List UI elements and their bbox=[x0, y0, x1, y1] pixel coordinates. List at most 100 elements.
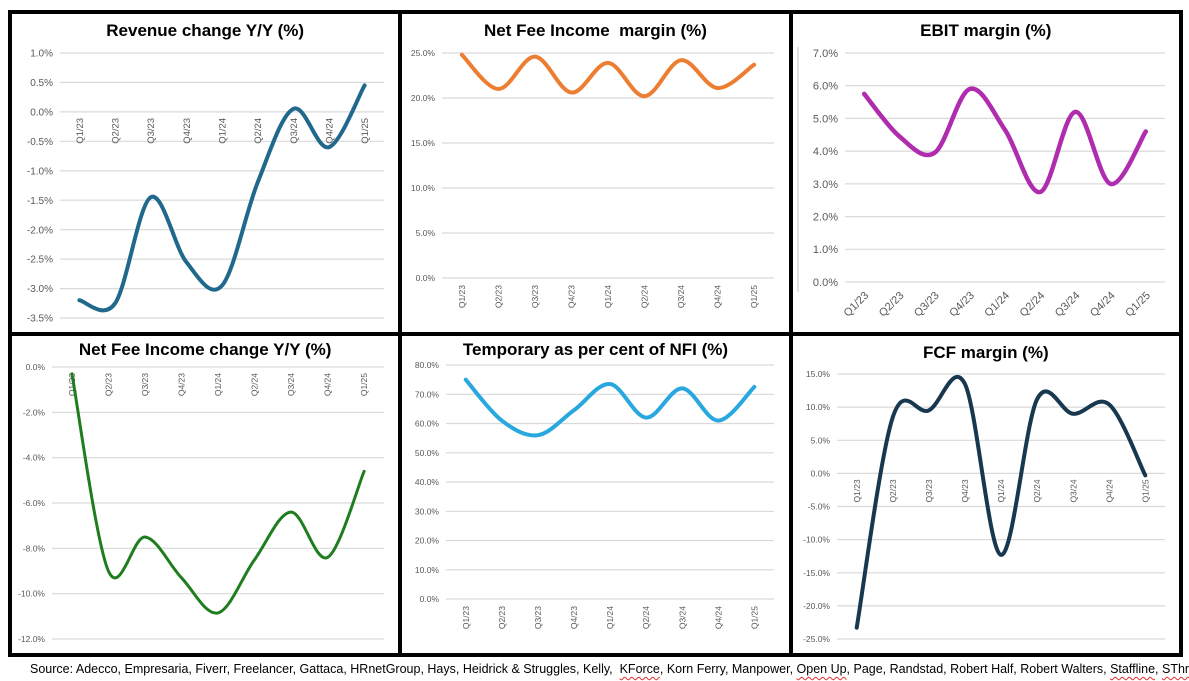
svg-text:0.0%: 0.0% bbox=[30, 107, 53, 118]
svg-text:6.0%: 6.0% bbox=[813, 80, 838, 92]
chart-title: Revenue change Y/Y (%) bbox=[106, 21, 305, 40]
svg-text:Q1/23: Q1/23 bbox=[461, 606, 471, 629]
svg-text:10.0%: 10.0% bbox=[411, 183, 436, 193]
svg-text:Q4/24: Q4/24 bbox=[1104, 479, 1114, 502]
svg-text:Q3/24: Q3/24 bbox=[1068, 479, 1078, 502]
svg-text:80.0%: 80.0% bbox=[415, 360, 440, 370]
nfi-margin-chart: 25.0% 20.0% 15.0% 10.0% 5.0% 0.0% Q1/23 Q2/23 Q3… bbox=[402, 41, 788, 332]
svg-text:Q3/24: Q3/24 bbox=[677, 284, 687, 307]
chart-title: Net Fee Income change Y/Y (%) bbox=[78, 339, 332, 359]
svg-text:-1.5%: -1.5% bbox=[27, 195, 53, 206]
svg-text:25.0%: 25.0% bbox=[411, 48, 436, 58]
svg-text:Q4/23: Q4/23 bbox=[569, 606, 579, 629]
svg-text:0.0%: 0.0% bbox=[810, 468, 830, 478]
svg-text:Q4/23: Q4/23 bbox=[567, 284, 577, 307]
svg-text:Q3/23: Q3/23 bbox=[140, 373, 150, 396]
svg-text:-2.0%: -2.0% bbox=[27, 225, 53, 236]
svg-text:-25.0%: -25.0% bbox=[803, 634, 830, 644]
svg-text:-3.0%: -3.0% bbox=[27, 284, 53, 295]
chart-panel-temp-pct-nfi: Temporary as per cent of NFI (%) 80.0% 70… bbox=[402, 335, 789, 653]
svg-text:Q1/25: Q1/25 bbox=[750, 284, 760, 307]
svg-text:5.0%: 5.0% bbox=[810, 435, 830, 445]
svg-text:Q1/24: Q1/24 bbox=[603, 284, 613, 307]
source-note: Source: Adecco, Empresaria, Fiverr, Free… bbox=[0, 657, 1189, 676]
svg-text:Q2/24: Q2/24 bbox=[642, 606, 652, 629]
svg-text:0.0%: 0.0% bbox=[813, 277, 838, 289]
svg-text:Q3/23: Q3/23 bbox=[924, 479, 934, 502]
chart-grid: Revenue change Y/Y (%) 1.0% 0.5% 0.0% -0.5%… bbox=[8, 10, 1183, 657]
svg-text:Q4/23: Q4/23 bbox=[947, 289, 977, 319]
temp-pct-nfi-chart: 80.0% 70.0% 60.0% 50.0% 40.0% 30.0% 20.0% 10.0%… bbox=[402, 359, 788, 653]
svg-text:Q3/23: Q3/23 bbox=[530, 284, 540, 307]
svg-text:Q1/23: Q1/23 bbox=[851, 479, 861, 502]
svg-text:Q1/25: Q1/25 bbox=[1140, 479, 1150, 502]
svg-text:15.0%: 15.0% bbox=[411, 138, 436, 148]
svg-text:3.0%: 3.0% bbox=[813, 178, 838, 190]
svg-text:Q2/23: Q2/23 bbox=[111, 117, 122, 143]
source-text-segment: Open Up bbox=[796, 662, 847, 676]
svg-text:Q4/24: Q4/24 bbox=[323, 373, 333, 396]
svg-text:Q2/24: Q2/24 bbox=[1017, 289, 1047, 319]
svg-text:Q3/23: Q3/23 bbox=[146, 117, 157, 143]
svg-text:Q4/24: Q4/24 bbox=[713, 284, 723, 307]
source-text-segment: , Page, Randstad, Robert Half, Robert Wa… bbox=[846, 662, 1111, 676]
svg-text:-12.0%: -12.0% bbox=[18, 634, 45, 644]
svg-text:50.0%: 50.0% bbox=[415, 448, 440, 458]
svg-text:Q4/23: Q4/23 bbox=[177, 373, 187, 396]
svg-text:Q3/24: Q3/24 bbox=[678, 606, 688, 629]
source-text-segment: SThree bbox=[1162, 662, 1189, 676]
svg-text:0.0%: 0.0% bbox=[420, 594, 440, 604]
svg-text:Q2/23: Q2/23 bbox=[888, 479, 898, 502]
svg-text:60.0%: 60.0% bbox=[415, 419, 440, 429]
svg-text:Q4/24: Q4/24 bbox=[1088, 289, 1118, 319]
svg-text:Q3/23: Q3/23 bbox=[912, 289, 942, 319]
svg-text:1.0%: 1.0% bbox=[30, 48, 53, 59]
svg-text:Q2/23: Q2/23 bbox=[494, 284, 504, 307]
svg-text:Q3/24: Q3/24 bbox=[1053, 289, 1083, 319]
svg-text:Q1/24: Q1/24 bbox=[996, 479, 1006, 502]
svg-text:5.0%: 5.0% bbox=[813, 113, 838, 125]
svg-text:-8.0%: -8.0% bbox=[23, 543, 46, 553]
chart-panel-nfi-margin: Net Fee Income margin (%) 25.0% 20.0% 15.0… bbox=[402, 14, 789, 332]
svg-text:Q3/24: Q3/24 bbox=[289, 117, 300, 143]
svg-text:Q2/24: Q2/24 bbox=[1032, 479, 1042, 502]
svg-text:4.0%: 4.0% bbox=[813, 146, 838, 158]
svg-text:-2.5%: -2.5% bbox=[27, 254, 53, 265]
svg-text:Q2/23: Q2/23 bbox=[877, 289, 907, 319]
chart-panel-nfi-change: Net Fee Income change Y/Y (%) 0.0% -2.0% -… bbox=[12, 335, 399, 653]
nfi-change-chart: 0.0% -2.0% -4.0% -6.0% -8.0% -10.0% -12.0% Q1/2… bbox=[12, 359, 398, 653]
svg-text:Q1/24: Q1/24 bbox=[982, 289, 1012, 319]
svg-text:0.0%: 0.0% bbox=[26, 362, 46, 372]
svg-text:0.0%: 0.0% bbox=[416, 273, 436, 283]
svg-text:Q4/23: Q4/23 bbox=[960, 479, 970, 502]
svg-text:-10.0%: -10.0% bbox=[18, 589, 45, 599]
svg-text:Q3/24: Q3/24 bbox=[286, 373, 296, 396]
chart-panel-fcf-margin: FCF margin (%) 15.0% 10.0% 5.0% 0.0% -5.0% -1… bbox=[792, 335, 1179, 653]
svg-text:Q1/25: Q1/25 bbox=[359, 373, 369, 396]
chart-panel-revenue-change: Revenue change Y/Y (%) 1.0% 0.5% 0.0% -0.5%… bbox=[12, 14, 399, 332]
svg-text:Q2/24: Q2/24 bbox=[253, 117, 264, 143]
svg-text:Q2/24: Q2/24 bbox=[250, 373, 260, 396]
svg-text:Q1/24: Q1/24 bbox=[605, 606, 615, 629]
svg-text:-5.0%: -5.0% bbox=[807, 502, 830, 512]
revenue-change-chart: 1.0% 0.5% 0.0% -0.5% -1.0% -1.5% -2.0% -2.5% -3.… bbox=[12, 41, 398, 332]
svg-text:Q1/23: Q1/23 bbox=[841, 289, 871, 319]
chart-title: Net Fee Income margin (%) bbox=[484, 21, 707, 40]
svg-text:1.0%: 1.0% bbox=[813, 244, 838, 256]
svg-text:Q1/24: Q1/24 bbox=[218, 117, 229, 143]
svg-text:0.5%: 0.5% bbox=[30, 78, 53, 89]
svg-text:Q1/23: Q1/23 bbox=[67, 373, 77, 396]
svg-text:Q2/23: Q2/23 bbox=[497, 606, 507, 629]
svg-text:Q4/23: Q4/23 bbox=[182, 117, 193, 143]
svg-text:70.0%: 70.0% bbox=[415, 389, 440, 399]
svg-text:30.0%: 30.0% bbox=[415, 506, 440, 516]
svg-text:15.0%: 15.0% bbox=[806, 369, 831, 379]
source-text-segment: , bbox=[1155, 662, 1162, 676]
chart-title: Temporary as per cent of NFI (%) bbox=[462, 339, 729, 359]
svg-text:Q4/24: Q4/24 bbox=[324, 117, 335, 143]
source-text-segment: Staffline bbox=[1110, 662, 1156, 676]
source-text-segment: , Korn Ferry, Manpower, bbox=[659, 662, 797, 676]
source-text-segment: Source: Adecco, Empresaria, Fiverr, Free… bbox=[30, 662, 620, 676]
svg-text:Q1/25: Q1/25 bbox=[750, 606, 760, 629]
svg-text:40.0%: 40.0% bbox=[415, 477, 440, 487]
